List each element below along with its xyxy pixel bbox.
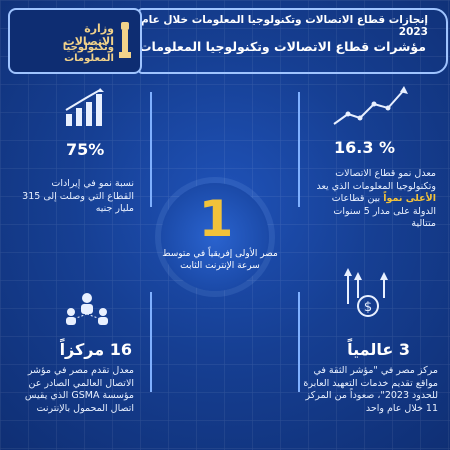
logo-line2: وتكنولوجيا المعلومات — [62, 42, 114, 64]
frame-line-left-bottom — [150, 292, 152, 392]
global-rank-value: 3 عالمياً — [347, 340, 410, 359]
growth-revenue-description: نسبة نمو في إيرادات القطاع التي وصلت إلى… — [22, 178, 134, 214]
africa-first-description: مصر الأولى إفريقياً في متوسط سرعة الإنتر… — [162, 249, 278, 271]
header-subtitle: مؤشرات قطاع الاتصالات وتكنولوجيا المعلوم… — [138, 39, 426, 54]
pharaoh-emblem-icon — [119, 22, 131, 58]
logo-line1: وزارة الاتصالات — [63, 22, 114, 48]
growth-sector-description: معدل نمو قطاع الاتصالات وتكنولوجيا المعل… — [312, 168, 436, 231]
header-title: إنجازات قطاع الاتصالات وتكنولوجيا المعلو… — [140, 14, 428, 38]
people-network-icon — [66, 293, 108, 325]
svg-text:$: $ — [364, 300, 372, 315]
africa-first-value: 1 — [198, 190, 234, 248]
line-chart-icon — [333, 86, 408, 125]
gsma-rank-value: 16 مركزاً — [59, 340, 132, 359]
frame-line-right-top — [298, 92, 300, 207]
growth-sector-value: 16.3 % — [334, 138, 396, 157]
frame-line-right-bottom — [298, 292, 300, 392]
frame-line-left-top — [150, 92, 152, 207]
ministry-logo: وزارة الاتصالات وتكنولوجيا المعلومات — [8, 8, 142, 74]
growth-revenue-value: 75% — [66, 140, 105, 159]
center-badge — [161, 183, 269, 291]
global-rank-description: مركز مصر في "مؤشر الثقة في مواقع تقديم خ… — [303, 365, 438, 414]
growth-sector-desc-before: معدل نمو قطاع الاتصالات وتكنولوجيا المعل… — [316, 168, 436, 192]
bar-chart-icon — [65, 88, 104, 126]
gsma-rank-description: معدل تقدم مصر في مؤشر الاتصال العالمي ال… — [24, 365, 134, 414]
money-arrows-icon: $ — [344, 268, 388, 317]
growth-sector-highlight: الأعلى نمواً — [383, 193, 436, 204]
growth-sector-desc-after: بين قطاعات الدولة على مدار 5 سنوات متتال… — [331, 193, 436, 229]
